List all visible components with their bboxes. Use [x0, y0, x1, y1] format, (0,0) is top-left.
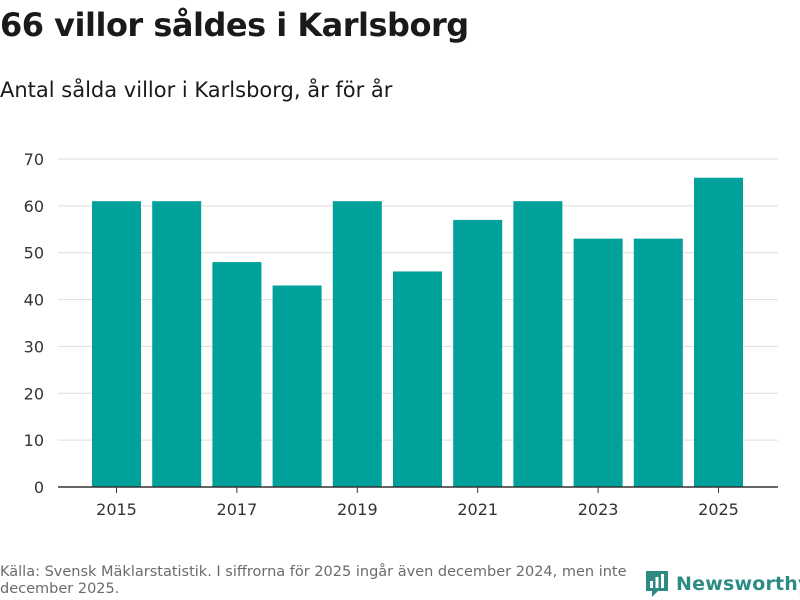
- x-tick-label-2023: 2023: [578, 500, 619, 519]
- x-tick-label-2015: 2015: [96, 500, 137, 519]
- y-tick-label-30: 30: [24, 337, 44, 356]
- y-tick-label-70: 70: [24, 150, 44, 169]
- bar-2022: [513, 201, 563, 487]
- chart-subtitle: Antal sålda villor i Karlsborg, år för å…: [0, 78, 393, 102]
- bar-2020: [393, 271, 442, 487]
- y-tick-label-60: 60: [24, 197, 44, 216]
- newsworthy-logo-icon: [646, 571, 668, 597]
- bar-2024: [633, 238, 683, 487]
- brand-name: Newsworthy: [676, 573, 800, 595]
- bar-2021: [453, 219, 503, 487]
- bar-2015: [92, 201, 141, 487]
- y-tick-label-40: 40: [24, 291, 44, 310]
- x-tick-label-2025: 2025: [698, 500, 739, 519]
- bar-2018: [272, 285, 322, 487]
- x-tick-label-2017: 2017: [217, 500, 258, 519]
- y-tick-label-0: 0: [34, 478, 44, 497]
- chart-title: 66 villor såldes i Karlsborg: [0, 6, 469, 44]
- bar-2025: [694, 177, 743, 487]
- x-tick-label-2019: 2019: [337, 500, 378, 519]
- y-tick-label-20: 20: [24, 384, 44, 403]
- bar-2023: [573, 238, 623, 487]
- bar-2019: [332, 201, 382, 487]
- source-note: Källa: Svensk Mäklarstatistik. I siffror…: [0, 564, 627, 597]
- bar-2016: [152, 201, 202, 487]
- x-tick-label-2021: 2021: [457, 500, 498, 519]
- brand-logo: Newsworthy: [644, 568, 800, 600]
- bar-2017: [212, 262, 262, 487]
- y-tick-label-50: 50: [24, 244, 44, 263]
- bar-chart: 0 10 20 30 40 50 60 70 2015 2017 2019 2021 2023 2025: [24, 150, 778, 519]
- y-tick-label-10: 10: [24, 431, 44, 450]
